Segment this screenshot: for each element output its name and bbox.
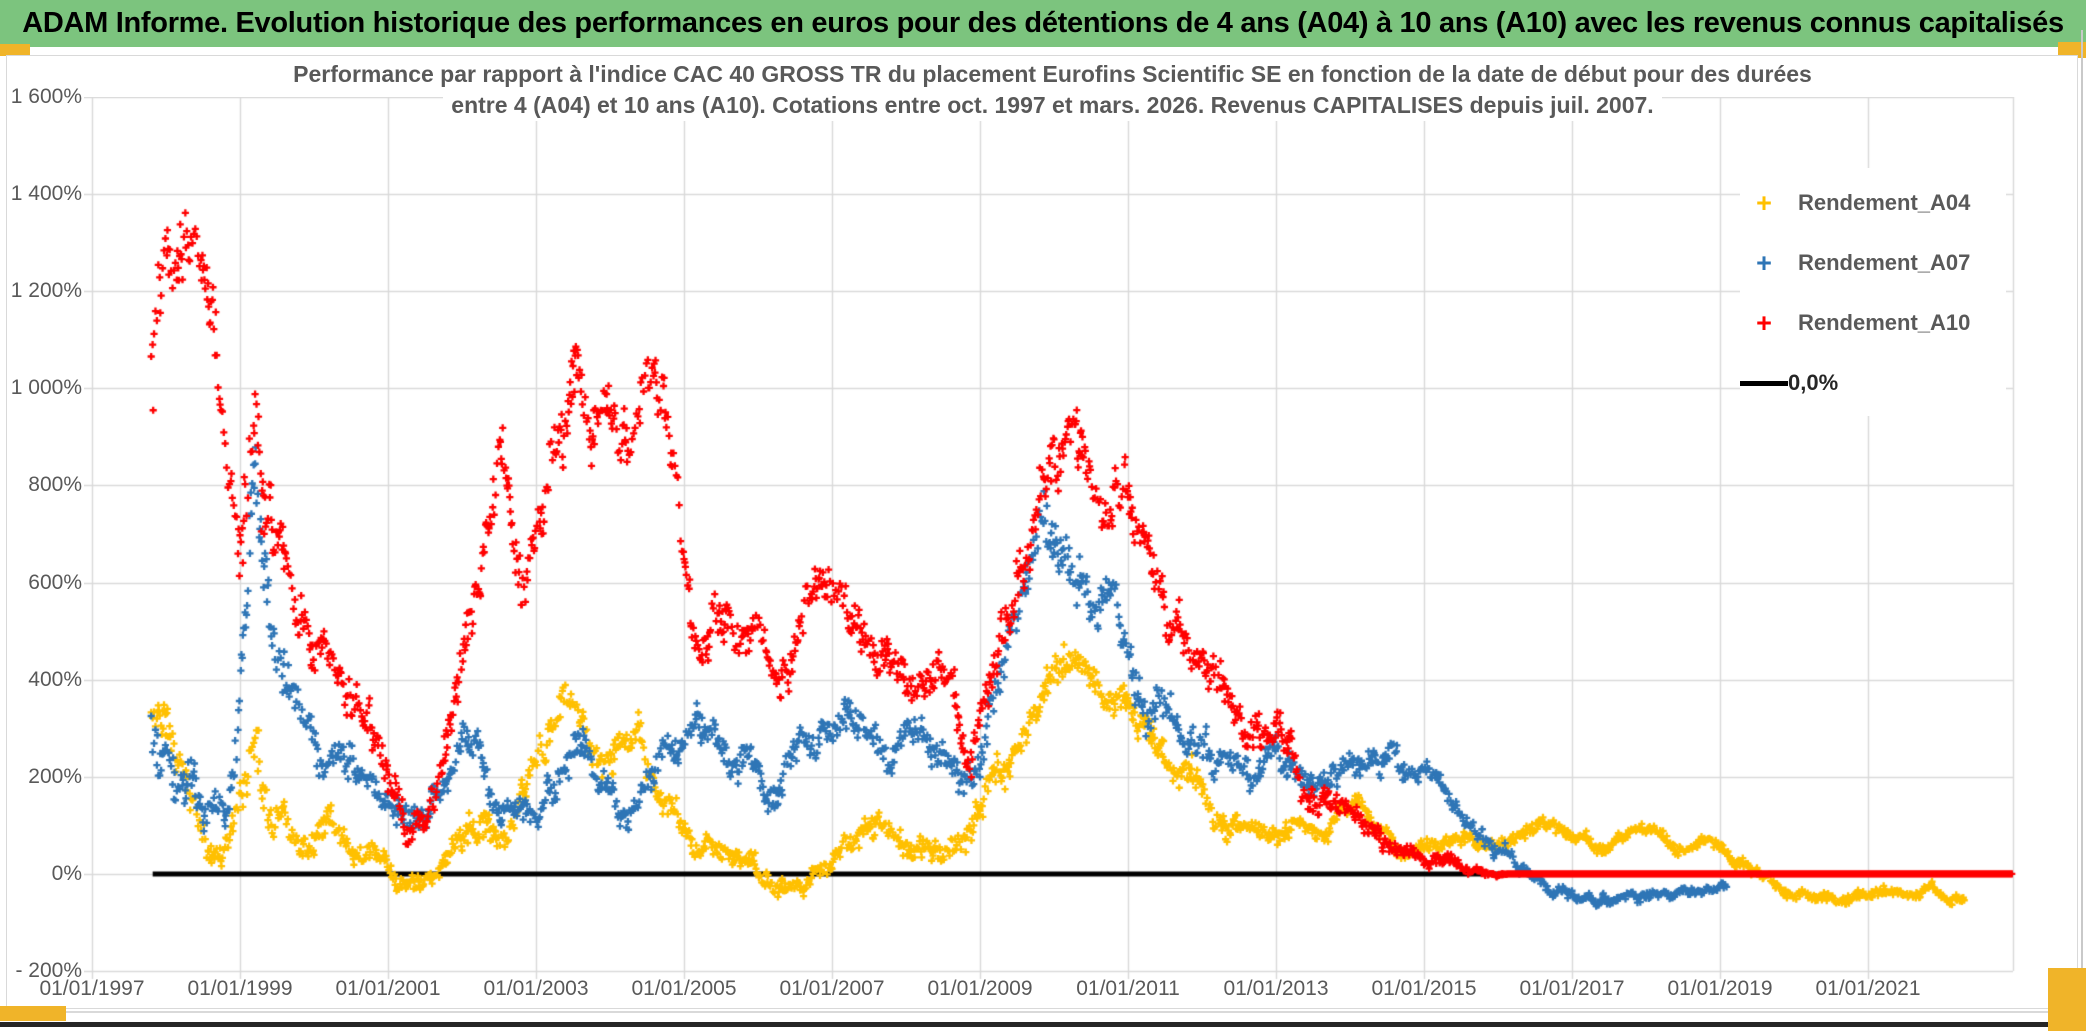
accent-bottom-left-orange [0,1006,66,1021]
accent-right-edge-line [2081,30,2083,1031]
slide-title-banner: ADAM Informe. Evolution historique des p… [0,0,2086,47]
y-tick-label: 1 000% [10,376,82,400]
legend-plus-marker-icon: + [1756,308,1772,338]
accent-top-left-orange [0,44,30,56]
chart-legend: + Rendement_A04 + Rendement_A07 + Rendement_A… [1740,168,2006,416]
chart-title: Performance par rapport à l'indice CAC 4… [92,59,2013,121]
x-tick-label: 01/01/2003 [483,977,589,1000]
chart-title-line1: Performance par rapport à l'indice CAC 4… [285,59,1820,90]
legend-label: Rendement_A04 [1798,190,1971,215]
x-tick-label: 01/01/2015 [1371,977,1477,1000]
y-tick-label: - 200% [15,959,82,982]
legend-item-rendement_a07[interactable]: + Rendement_A07 [1740,241,2006,285]
performance-scatter-chart [84,97,2021,981]
x-tick-label: 01/01/1997 [39,977,145,1000]
x-tick-label: 01/01/2009 [927,977,1033,1000]
x-tick-label: 01/01/2017 [1519,977,1625,1000]
x-tick-label: 01/01/1999 [187,977,293,1000]
y-tick-label: 800% [28,473,82,497]
x-tick-label: 01/01/2013 [1223,977,1329,1000]
accent-bottom-dark-bar [0,1022,2048,1027]
legend-label: 0,0% [1788,370,1839,395]
legend-label: Rendement_A10 [1798,310,1971,335]
y-tick-label: 200% [28,764,82,788]
y-tick-label: 600% [28,570,82,594]
legend-zero-line-icon [1740,380,1788,386]
slide-title: ADAM Informe. Evolution historique des p… [22,7,2064,39]
x-tick-label: 01/01/2005 [631,977,737,1000]
legend-item-rendement_a10[interactable]: + Rendement_A10 [1740,301,2006,345]
accent-bottom-right-orange [2048,968,2086,1031]
y-tick-label: 1 400% [10,182,82,206]
legend-plus-marker-icon: + [1756,188,1772,218]
x-tick-label: 01/01/2007 [779,977,885,1000]
y-tick-label: 1 200% [10,279,82,303]
legend-label: Rendement_A07 [1798,250,1971,275]
y-tick-label: 1 600% [10,85,82,108]
accent-bottom-thin-line [66,1011,2086,1013]
legend-plus-marker-icon: + [1756,248,1772,278]
accent-top-right-orange [2058,42,2086,58]
legend-item-rendement_a04[interactable]: + Rendement_A04 [1740,181,2006,225]
y-tick-label: 400% [28,667,82,691]
legend-item-zero-line[interactable]: 0,0% [1740,361,2006,405]
x-tick-label: 01/01/2021 [1815,977,1921,1000]
x-tick-label: 01/01/2019 [1667,977,1773,1000]
y-tick-label: 0% [51,861,82,885]
x-tick-label: 01/01/2011 [1076,977,1180,1000]
x-tick-label: 01/01/2001 [335,977,441,1000]
chart-title-line2: entre 4 (A04) et 10 ans (A10). Cotations… [443,90,1662,121]
